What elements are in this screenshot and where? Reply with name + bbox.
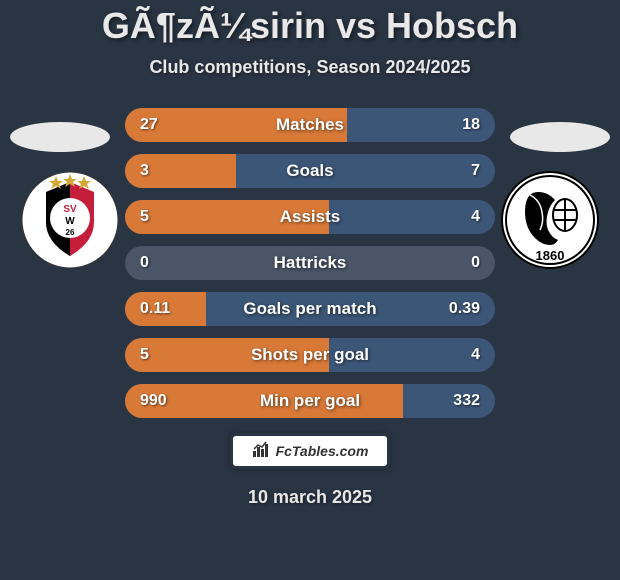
subtitle: Club competitions, Season 2024/2025 <box>0 57 620 78</box>
stat-row: 990332Min per goal <box>125 384 495 418</box>
svg-text:W: W <box>65 216 75 227</box>
stat-label: Min per goal <box>125 391 495 411</box>
wehen-wiesbaden-badge-icon: SV W 26 <box>20 170 120 270</box>
stat-label: Goals per match <box>125 299 495 319</box>
footer-logo-text: FcTables.com <box>276 443 369 459</box>
chart-icon <box>252 440 270 463</box>
tsv-1860-badge-icon: 1860 <box>500 170 600 270</box>
player-photo-left <box>10 122 110 152</box>
svg-text:26: 26 <box>66 228 75 237</box>
team-badge-left: SV W 26 <box>20 170 120 270</box>
stat-label: Hattricks <box>125 253 495 273</box>
stat-row: 00Hattricks <box>125 246 495 280</box>
stat-label: Goals <box>125 161 495 181</box>
stat-row: 0.110.39Goals per match <box>125 292 495 326</box>
footer-logo[interactable]: FcTables.com <box>230 433 390 469</box>
svg-text:1860: 1860 <box>536 248 565 263</box>
stat-label: Assists <box>125 207 495 227</box>
team-badge-right: 1860 <box>500 170 600 270</box>
stat-row: 54Assists <box>125 200 495 234</box>
stat-row: 2718Matches <box>125 108 495 142</box>
page-title: GÃ¶zÃ¼sirin vs Hobsch <box>0 5 620 47</box>
stats-area: 2718Matches 37Goals 54Assists 00Hattricks 0.… <box>125 108 495 418</box>
stat-label: Matches <box>125 115 495 135</box>
date-text: 10 march 2025 <box>0 487 620 508</box>
stat-label: Shots per goal <box>125 345 495 365</box>
stat-row: 37Goals <box>125 154 495 188</box>
stat-row: 54Shots per goal <box>125 338 495 372</box>
player-photo-right <box>510 122 610 152</box>
svg-text:SV: SV <box>63 204 77 215</box>
